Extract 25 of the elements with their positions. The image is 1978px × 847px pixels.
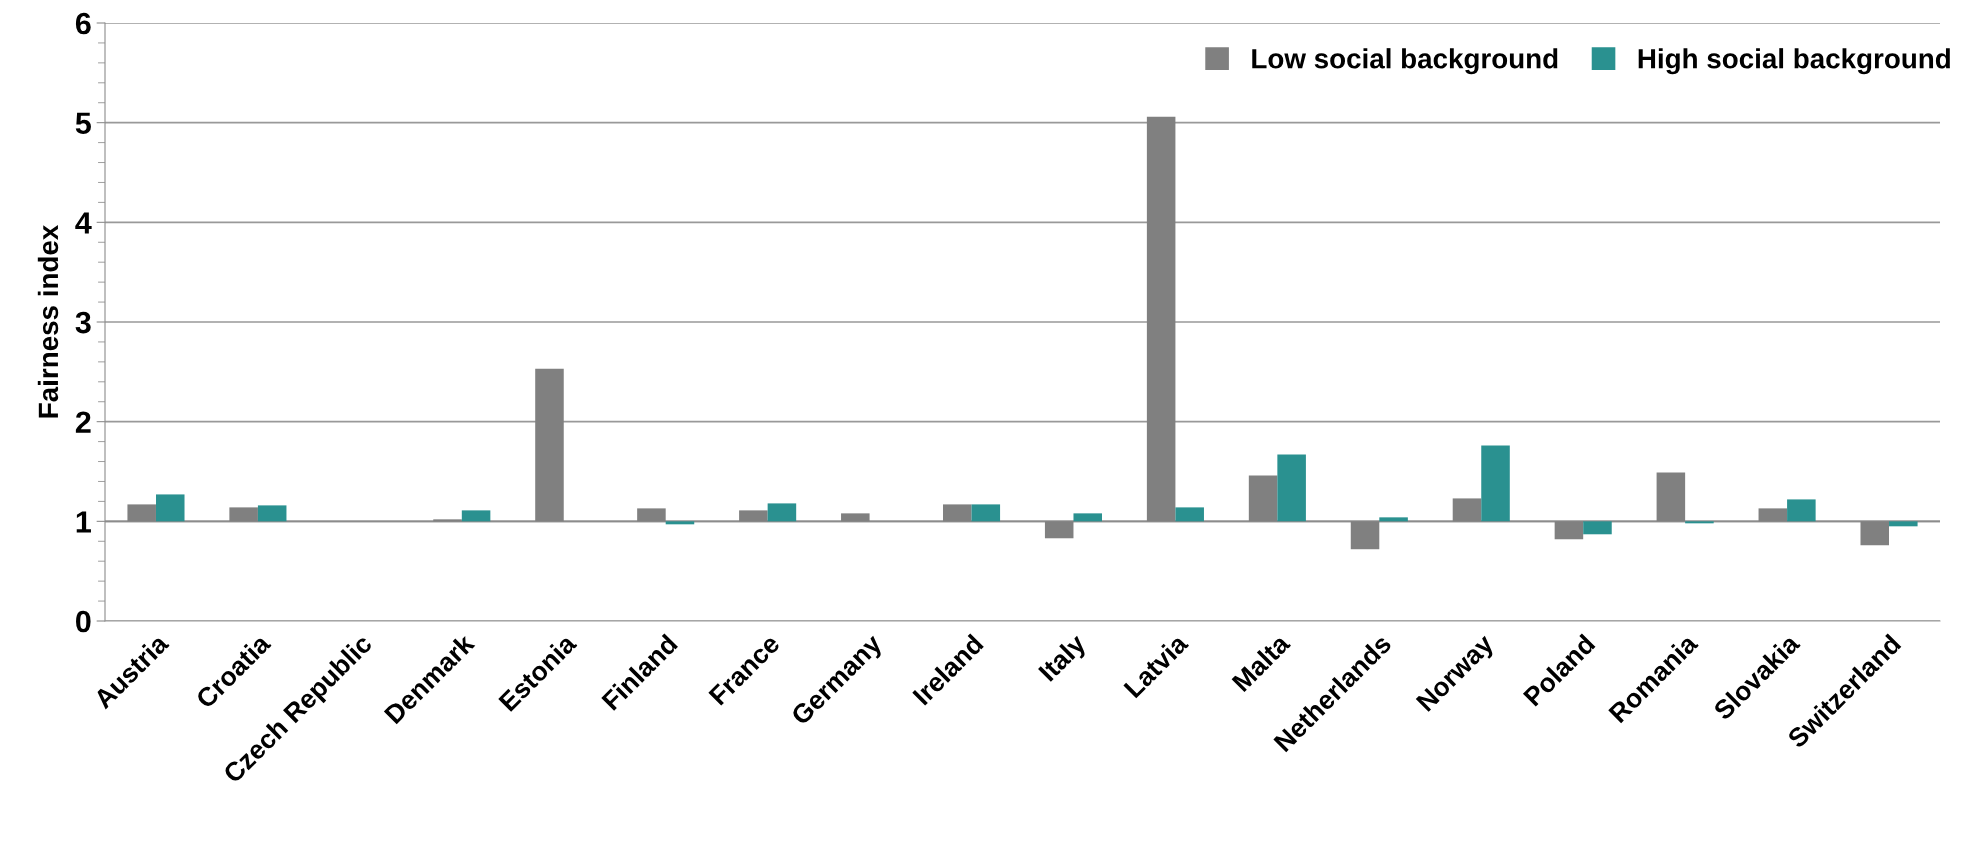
y-tick-label: 0 (76, 610, 91, 633)
bar (1685, 521, 1714, 524)
bar (767, 503, 797, 522)
bar (1175, 507, 1204, 522)
y-axis-title: Fairness index (37, 224, 59, 418)
bar (1481, 445, 1510, 522)
bar (155, 494, 185, 522)
legend-label: High social background (1638, 48, 1950, 75)
bar (257, 505, 287, 522)
bar (1073, 513, 1103, 522)
bar (1379, 517, 1408, 522)
y-tick-label: 2 (75, 411, 91, 433)
y-tick-label: 4 (75, 212, 92, 234)
bar (971, 504, 1001, 522)
bar (1277, 454, 1306, 522)
y-tick-label: 3 (75, 311, 91, 334)
bar (1583, 521, 1612, 535)
bar (665, 521, 695, 525)
bar (461, 510, 491, 522)
y-tick-label: 5 (75, 112, 91, 135)
y-tick-label: 6 (75, 12, 91, 35)
y-tick-label: 1 (76, 511, 91, 533)
bar (1889, 521, 1918, 527)
legend-label: Low social background (1252, 48, 1558, 75)
bar (1787, 499, 1816, 522)
